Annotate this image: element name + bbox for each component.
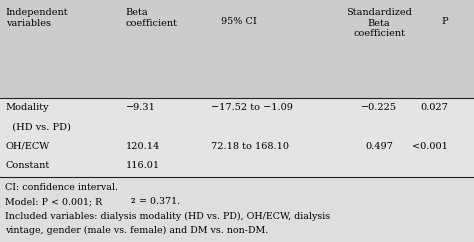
Text: Constant: Constant: [6, 161, 50, 170]
Text: 2: 2: [130, 197, 135, 205]
Text: 2: 2: [130, 197, 135, 205]
Text: 120.14: 120.14: [126, 142, 160, 151]
Text: CI: confidence interval.: CI: confidence interval.: [5, 183, 118, 192]
Text: Standardized
Beta
coefficient: Standardized Beta coefficient: [346, 8, 412, 38]
Bar: [0, 0, 474, 98]
Text: OH/ECW: OH/ECW: [6, 142, 50, 151]
Text: vintage, gender (male vs. female) and DM vs. non-DM.: vintage, gender (male vs. female) and DM…: [5, 226, 268, 235]
Bar: [0, 177, 474, 242]
Text: <0.001: <0.001: [412, 142, 448, 151]
Text: Included variables: dialysis modality (HD vs. PD), OH/ECW, dialysis: Included variables: dialysis modality (H…: [5, 212, 330, 221]
Text: Beta
coefficient: Beta coefficient: [126, 8, 178, 28]
Text: −9.31: −9.31: [126, 103, 155, 112]
Text: 95% CI: 95% CI: [221, 17, 257, 26]
Text: = 0.371.: = 0.371.: [136, 197, 180, 206]
Text: 116.01: 116.01: [126, 161, 160, 170]
Text: −0.225: −0.225: [361, 103, 397, 112]
Bar: [0, 98, 474, 177]
Text: 0.027: 0.027: [420, 103, 448, 112]
Text: P: P: [441, 17, 448, 26]
Text: 0.497: 0.497: [365, 142, 393, 151]
Text: (HD vs. PD): (HD vs. PD): [6, 122, 71, 131]
Text: Model: P < 0.001; R: Model: P < 0.001; R: [5, 197, 102, 206]
Text: −17.52 to −1.09: −17.52 to −1.09: [211, 103, 293, 112]
Text: 72.18 to 168.10: 72.18 to 168.10: [211, 142, 289, 151]
Text: Independent
variables: Independent variables: [6, 8, 68, 28]
Text: Modality: Modality: [6, 103, 49, 112]
